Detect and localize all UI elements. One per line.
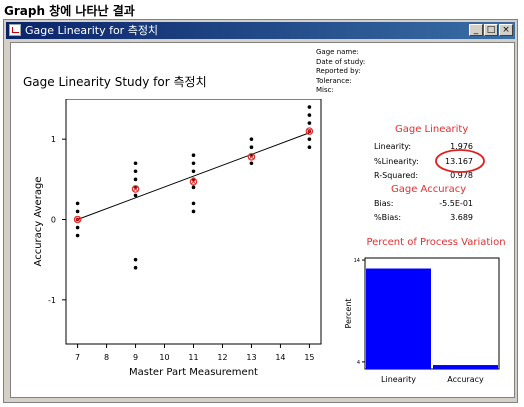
meta-gage-name: Gage name:: [316, 48, 359, 56]
data-point: [75, 225, 80, 230]
graph-app-icon: [9, 24, 21, 36]
x-tick-label: 11: [188, 353, 198, 362]
average-circle: [73, 215, 82, 224]
data-point: [133, 257, 138, 262]
average-circle: [189, 177, 198, 186]
average-marker: [305, 127, 314, 135]
data-point: [191, 153, 196, 158]
linearity-label: Linearity:: [374, 142, 412, 151]
average-cross: [249, 154, 254, 160]
data-point: [191, 201, 196, 206]
close-button[interactable]: ×: [499, 24, 513, 36]
graph-content: Gage Linearity Study for 측정치 Gage name: …: [10, 42, 515, 398]
y-tick-label: 0: [51, 215, 56, 224]
meta-misc: Misc:: [316, 86, 334, 94]
data-point: [191, 161, 196, 166]
data-point: [307, 105, 312, 109]
x-tick-label: 15: [304, 353, 314, 362]
linearity-scatter-chart: 7 8 9 10 11 12 13 14 15 -1 0 1 Master Part Measureme…: [33, 99, 322, 378]
x-tick-label: 9: [133, 353, 138, 362]
average-marker: [131, 185, 140, 193]
y-axis-label: Accuracy Average: [33, 177, 44, 267]
meta-date-of-study: Date of study:: [316, 57, 366, 66]
data-point: [191, 185, 196, 190]
data-point: [249, 137, 254, 141]
data-point: [75, 201, 80, 206]
average-marker: [189, 177, 198, 186]
data-point: [133, 193, 138, 198]
r-squared-value: 0.978: [450, 171, 473, 180]
data-point: [75, 209, 80, 214]
average-cross: [75, 217, 80, 222]
average-circle: [131, 185, 140, 193]
plot-frame: [65, 99, 322, 345]
y-tick-label: -1: [48, 296, 56, 305]
data-point: [307, 121, 312, 125]
average-cross: [307, 128, 312, 134]
data-point: [307, 113, 312, 117]
bias-value: -5.5E-01: [439, 199, 473, 208]
meta-reported-by: Reported by:: [316, 67, 361, 75]
bar-y-tick-label: 4: [357, 360, 360, 366]
data-point: [75, 233, 80, 238]
bar-y-tick-label: 14: [354, 258, 360, 264]
caption-heading: Graph 창에 나타난 결과: [4, 4, 135, 18]
x-tick-label: 7: [75, 353, 80, 362]
x-tick-label: 8: [104, 353, 109, 362]
regression-line: [77, 132, 310, 220]
bar-chart-title: Percent of Process Variation: [366, 237, 505, 248]
data-point: [191, 169, 196, 174]
x-tick-label: 13: [246, 353, 256, 362]
average-marker: [73, 215, 82, 224]
data-point: [307, 145, 312, 149]
x-tick-label: 10: [159, 353, 169, 362]
bar-category-label: Linearity: [381, 375, 416, 384]
minimize-button[interactable]: _: [469, 24, 483, 36]
data-point: [133, 161, 138, 166]
bias-label: Bias:: [374, 199, 394, 208]
bar-accuracy: [433, 365, 498, 369]
average-cross: [133, 186, 138, 192]
bar-y-axis-label: Percent: [344, 298, 353, 328]
data-point: [133, 177, 138, 182]
bar-category-label: Accuracy: [447, 375, 484, 384]
bar-plot-frame: [364, 257, 500, 370]
data-point: [249, 145, 254, 149]
r-squared-label: R-Squared:: [374, 171, 419, 180]
data-point: [307, 137, 312, 141]
linearity-heading: Gage Linearity: [395, 124, 469, 135]
pct-bias-value: 3.689: [450, 213, 473, 222]
x-tick-label: 14: [275, 353, 285, 362]
accuracy-heading: Gage Accuracy: [391, 184, 467, 195]
x-tick-label: 12: [217, 353, 227, 362]
data-point: [133, 169, 138, 174]
data-point: [191, 209, 196, 214]
window-titlebar[interactable]: Gage Linearity for 측정치 _ □ ×: [6, 22, 515, 39]
process-variation-bar-chart: Percent of Process Variation 4 14 Percent Li…: [344, 237, 506, 384]
average-cross: [191, 179, 196, 185]
data-point: [133, 265, 138, 270]
meta-tolerance: Tolerance:: [316, 76, 352, 85]
pct-bias-label: %Bias:: [374, 213, 402, 222]
data-point: [249, 161, 254, 166]
y-tick-label: 1: [51, 135, 56, 144]
linearity-value: 1.976: [450, 142, 473, 151]
report-title: Gage Linearity Study for 측정치: [23, 75, 207, 89]
average-marker: [247, 153, 256, 161]
pct-linearity-value: 13.167: [445, 157, 473, 166]
window-title: Gage Linearity for 측정치: [25, 24, 159, 37]
report-meta: Gage name: Date of study: Reported by: T…: [316, 48, 365, 96]
graph-window[interactable]: Gage Linearity for 측정치 _ □ × Gage Linear…: [3, 19, 518, 403]
bar-linearity: [366, 268, 431, 369]
average-circle: [305, 127, 314, 135]
maximize-button[interactable]: □: [484, 24, 498, 36]
pct-linearity-label: %Linearity:: [374, 157, 419, 166]
average-circle: [247, 153, 256, 161]
x-axis-label: Master Part Measurement: [129, 367, 258, 378]
